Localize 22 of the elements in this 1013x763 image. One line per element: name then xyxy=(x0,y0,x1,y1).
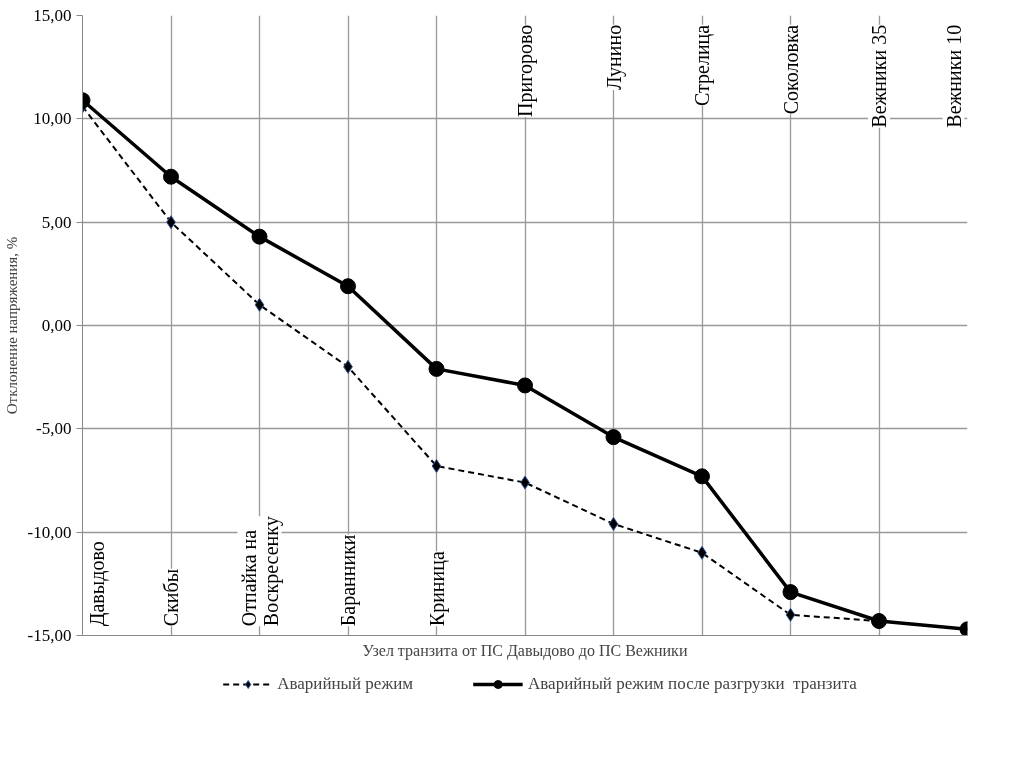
x-tick-label: Вежники 10 xyxy=(942,24,965,128)
legend-label: Аварийный режим xyxy=(277,673,414,694)
x-tick-label: Скибы xyxy=(160,568,182,627)
x-axis-title: Узел транзита от ПС Давыдово до ПС Вежники xyxy=(362,641,688,660)
y-tick-label: -5,00 xyxy=(36,419,72,439)
x-tick-label: Соколовка xyxy=(779,24,802,115)
x-tick-label: Стрелица xyxy=(691,24,714,106)
x-tick-label: Криница xyxy=(425,551,449,627)
x-tick-label: Лунино xyxy=(602,24,626,90)
legend-label: Аварийный режим после разгрузки транзита xyxy=(528,673,857,694)
y-tick-label: -10,00 xyxy=(27,522,72,542)
x-tick-label: Пригорово xyxy=(514,24,537,117)
y-tick-label: -15,00 xyxy=(27,626,72,645)
y-tick-label: 0,00 xyxy=(41,316,72,335)
x-tick-label: Баранники xyxy=(337,534,360,627)
y-tick-label: 15,00 xyxy=(33,6,72,25)
y-axis-title: Отклонение напряжения, % xyxy=(3,236,20,415)
y-tick-label: 5,00 xyxy=(41,212,72,232)
x-tick-label: Давыдово xyxy=(85,541,109,627)
x-tick-label: Отпайка на Воскресенку xyxy=(237,516,283,627)
x-tick-label: Вежники 35 xyxy=(868,24,890,128)
y-tick-label: 10,00 xyxy=(33,109,72,129)
